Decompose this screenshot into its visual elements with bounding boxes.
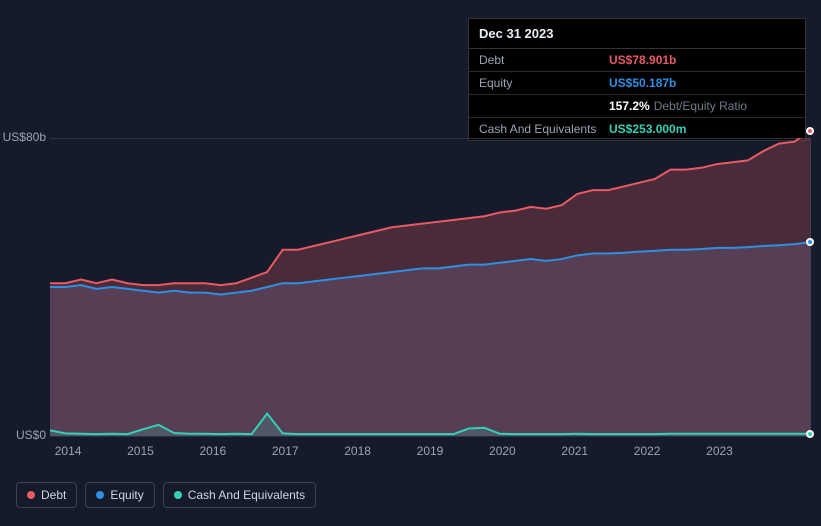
legend-dot-icon: [27, 491, 35, 499]
tooltip-row: 157.2% Debt/Equity Ratio: [469, 95, 805, 118]
x-axis-label: 2014: [48, 444, 88, 458]
hover-marker-debt: [806, 127, 814, 135]
x-axis-label: 2019: [410, 444, 450, 458]
legend-dot-icon: [96, 491, 104, 499]
legend-label: Debt: [41, 488, 66, 502]
x-axis-label: 2020: [482, 444, 522, 458]
x-axis-label: 2021: [555, 444, 595, 458]
tooltip-row: EquityUS$50.187b: [469, 72, 805, 95]
x-axis-label: 2017: [265, 444, 305, 458]
x-axis-label: 2018: [338, 444, 378, 458]
legend-label: Equity: [110, 488, 143, 502]
hover-marker-equity: [806, 238, 814, 246]
area-fill-debt: [50, 138, 810, 436]
x-axis-label: 2016: [193, 444, 233, 458]
chart-plot-area[interactable]: [50, 138, 810, 436]
tooltip-value: 157.2%: [609, 99, 650, 113]
x-axis-label: 2022: [627, 444, 667, 458]
legend-item-equity[interactable]: Equity: [85, 482, 154, 508]
hover-line: [810, 138, 811, 436]
legend-item-debt[interactable]: Debt: [16, 482, 77, 508]
legend-item-cash-and-equivalents[interactable]: Cash And Equivalents: [163, 482, 316, 508]
tooltip-date: Dec 31 2023: [469, 19, 805, 49]
area-chart[interactable]: US$0 US$80b 2014 2015 2016 2017 2018 2019 2020 2…: [0, 120, 821, 460]
legend-dot-icon: [174, 491, 182, 499]
tooltip-value: US$50.187b: [609, 76, 676, 90]
tooltip-label: Debt: [479, 53, 609, 67]
legend-label: Cash And Equivalents: [188, 488, 305, 502]
hover-marker-cash-and-equivalents: [806, 430, 814, 438]
tooltip-label: [479, 99, 609, 113]
y-axis-label: US$80b: [0, 130, 46, 144]
y-axis-label: US$0: [0, 428, 46, 442]
tooltip-row: DebtUS$78.901b: [469, 49, 805, 72]
tooltip-label: Equity: [479, 76, 609, 90]
tooltip-sublabel: Debt/Equity Ratio: [654, 99, 747, 113]
tooltip-value: US$78.901b: [609, 53, 676, 67]
chart-legend: Debt Equity Cash And Equivalents: [16, 482, 316, 508]
x-axis-label: 2015: [120, 444, 160, 458]
gridline: [50, 436, 810, 437]
x-axis-label: 2023: [700, 444, 740, 458]
